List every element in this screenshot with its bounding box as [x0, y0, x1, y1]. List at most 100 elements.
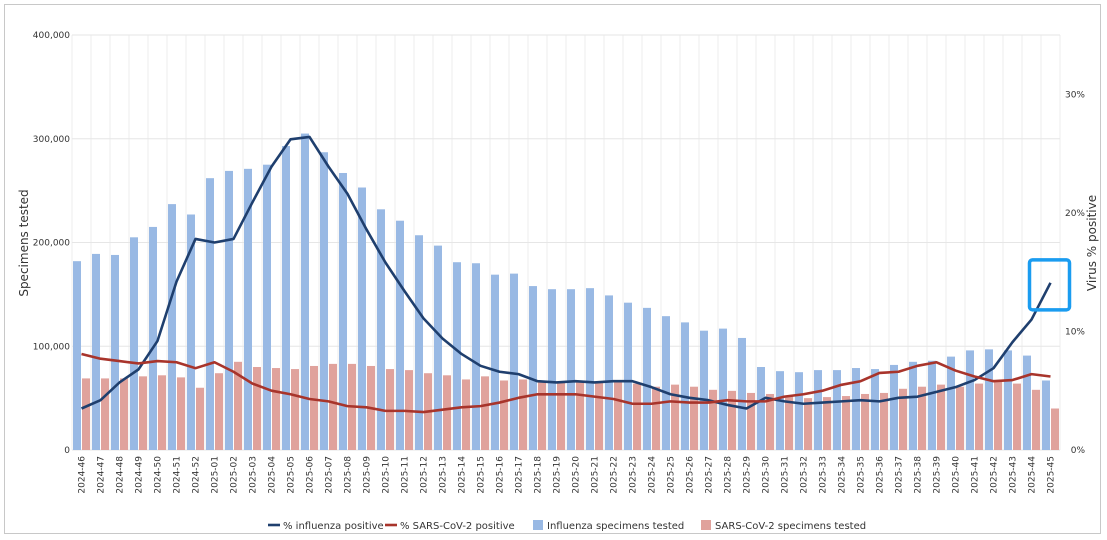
influenza-specimens-bar [225, 170, 233, 450]
influenza-specimens-bar [586, 288, 594, 450]
sars-cov-2-specimens-bar [139, 376, 147, 450]
x-tick-label: 2025-23 [629, 456, 639, 494]
influenza-specimens-bar [719, 328, 727, 450]
sars-cov-2-specimens-bar [310, 365, 318, 450]
influenza-specimens-bar [244, 168, 252, 450]
influenza-specimens-bar [909, 361, 917, 450]
x-tick-label: 2024-50 [154, 456, 164, 494]
x-tick-label: 2025-40 [952, 456, 962, 494]
influenza-specimens-bar [168, 204, 176, 450]
x-tick-label: 2025-37 [895, 456, 905, 494]
influenza-specimens-bar [681, 322, 689, 450]
influenza-specimens-bar [263, 164, 271, 450]
x-tick-label: 2025-03 [249, 456, 259, 494]
sars-cov-2-specimens-bar [899, 388, 907, 450]
x-tick-label: 2025-29 [743, 456, 753, 494]
x-tick-label: 2025-20 [572, 456, 582, 494]
sars-cov-2-specimens-bar [481, 376, 489, 450]
x-tick-label: 2025-22 [610, 456, 620, 494]
influenza-specimens-bar [187, 214, 195, 450]
influenza-specimens-bar [833, 370, 841, 450]
influenza-specimens-bar [1042, 380, 1050, 450]
influenza-specimens-bar [757, 367, 765, 450]
x-tick-label: 2025-01 [211, 456, 221, 494]
influenza-specimens-bar [301, 133, 309, 450]
right-axis-title: Virus % positive [1085, 195, 1099, 291]
sars-cov-2-specimens-bar [709, 389, 717, 450]
influenza-specimens-bar [415, 235, 423, 450]
influenza-specimens-bar [776, 371, 784, 450]
influenza-specimens-bar [377, 209, 385, 450]
sars-cov-2-specimens-bar [1013, 383, 1021, 450]
x-tick-label: 2025-36 [876, 456, 886, 494]
x-tick-label: 2025-11 [401, 456, 411, 494]
influenza-specimens-bar [206, 178, 214, 451]
highlight-box [1027, 258, 1072, 312]
x-tick-label: 2025-21 [591, 456, 601, 494]
influenza-specimens-bar [985, 349, 993, 450]
influenza-specimens-bar [852, 368, 860, 450]
sars-cov-2-specimens-bar [101, 378, 109, 450]
x-tick-label: 2025-02 [230, 456, 240, 494]
sars-cov-2-specimens-bar [880, 392, 888, 450]
sars-cov-2-specimens-bar [994, 381, 1002, 450]
sars-cov-2-specimens-bar [614, 381, 622, 450]
sars-cov-2-specimens-bar [443, 375, 451, 450]
legend-label: % SARS-CoV-2 positive [400, 521, 515, 532]
sars-cov-2-specimens-bar [804, 398, 812, 450]
influenza-specimens-bar [73, 261, 81, 450]
influenza-specimens-bar [434, 245, 442, 450]
sars-cov-2-specimens-bar [291, 369, 299, 450]
x-tick-label: 2025-41 [971, 456, 981, 494]
x-tick-label: 2025-28 [724, 456, 734, 494]
sars-cov-2-specimens-bar [253, 367, 261, 450]
x-tick-label: 2025-15 [477, 456, 487, 494]
sars-cov-2-specimens-bar [215, 373, 223, 450]
x-tick-label: 2025-43 [1009, 456, 1019, 494]
sars-cov-2-specimens-bar [519, 379, 527, 450]
sars-cov-2-specimens-bar [766, 393, 774, 450]
x-tick-label: 2024-52 [192, 456, 202, 494]
sars-cov-2-specimens-bar [842, 396, 850, 450]
sars-cov-2-specimens-bar [1032, 389, 1040, 450]
x-tick-label: 2025-35 [857, 456, 867, 494]
x-tick-label: 2025-17 [515, 456, 525, 494]
sars-cov-2-specimens-bar [272, 368, 280, 450]
right-tick-label: 0% [1071, 446, 1086, 456]
left-tick-label: 0 [64, 446, 70, 456]
x-tick-label: 2025-19 [553, 456, 563, 494]
sars-cov-2-specimens-bar [462, 379, 470, 450]
x-tick-label: 2025-04 [268, 456, 278, 494]
x-tick-label: 2025-24 [648, 456, 658, 494]
sars-cov-2-specimens-bar [329, 363, 337, 450]
x-tick-label: 2025-05 [287, 456, 297, 494]
sars-cov-2-specimens-bar [234, 361, 242, 450]
sars-cov-2-specimens-bar [671, 384, 679, 450]
influenza-specimens-bar [149, 226, 157, 450]
x-tick-label: 2025-07 [325, 456, 335, 494]
influenza-specimens-bar [890, 364, 898, 450]
sars-cov-2-specimens-bar [747, 392, 755, 450]
influenza-specimens-bar [643, 307, 651, 450]
x-tick-label: 2025-16 [496, 456, 506, 494]
sars-cov-2-specimens-bar [823, 397, 831, 450]
influenza-positive-line [80, 135, 1052, 410]
influenza-specimens-bar [339, 172, 347, 451]
legend-bar-swatch [533, 520, 543, 530]
influenza-specimens-bar [358, 187, 366, 450]
x-tick-label: 2025-18 [534, 456, 544, 494]
sars-cov-2-specimens-bar [82, 378, 90, 450]
influenza-specimens-bar [738, 337, 746, 450]
sars-cov-2-specimens-bar [633, 383, 641, 450]
x-tick-label: 2025-39 [933, 456, 943, 494]
sars-cov-2-specimens-bar [785, 396, 793, 450]
sars-cov-2-positive-line [81, 352, 1051, 414]
x-tick-label: 2024-51 [173, 456, 183, 494]
x-tick-label: 2024-48 [116, 456, 126, 494]
influenza-specimens-bar [472, 263, 480, 450]
bars [73, 133, 1059, 451]
x-tick-label: 2025-27 [705, 456, 715, 494]
x-tick-label: 2025-31 [781, 456, 791, 494]
influenza-specimens-bar [92, 253, 100, 450]
